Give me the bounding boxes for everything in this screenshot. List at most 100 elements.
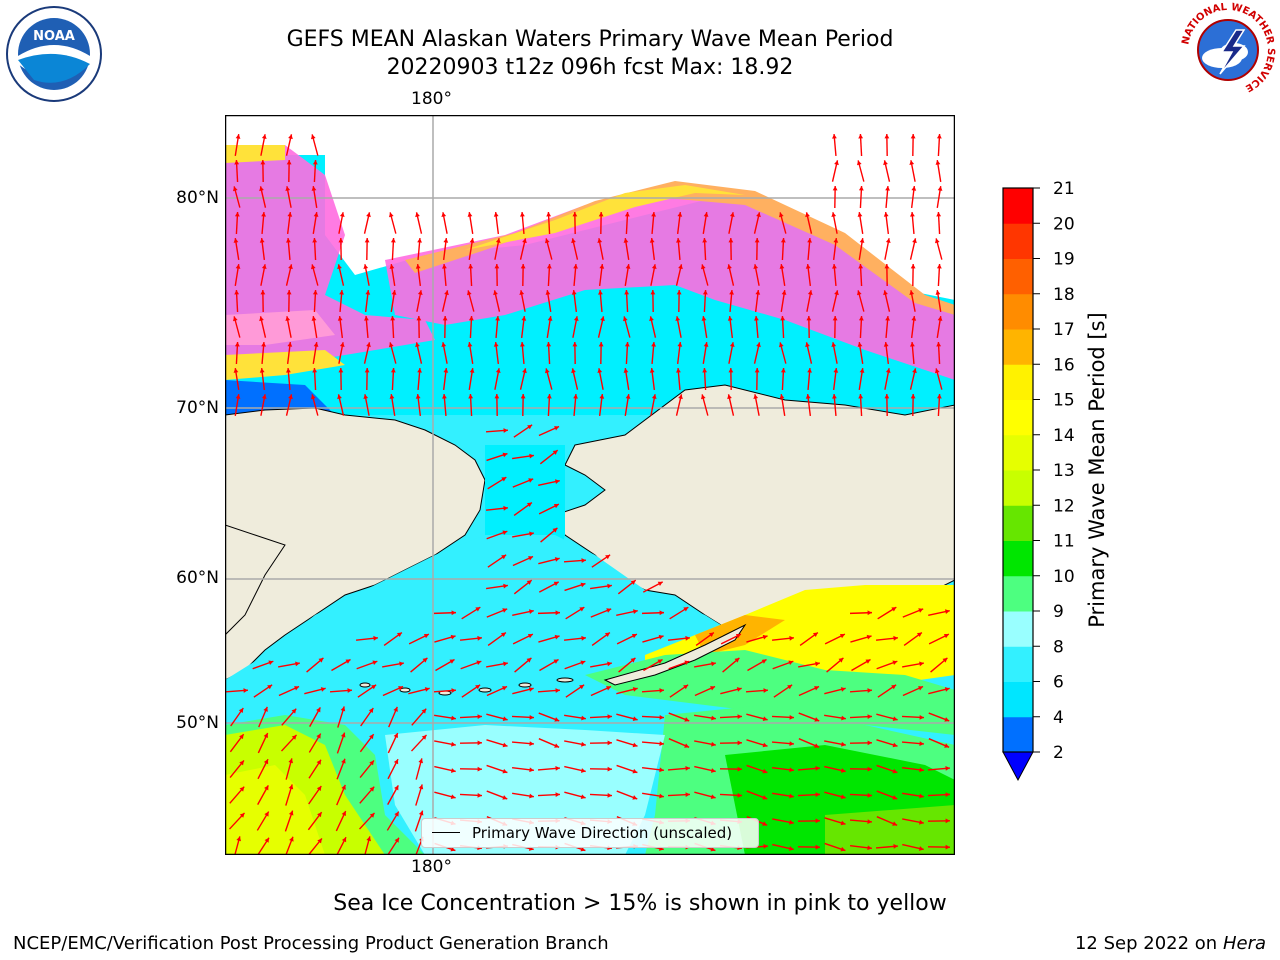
wave-arrow: [339, 289, 344, 313]
wave-arrow: [572, 316, 579, 338]
wave-arrow: [468, 315, 474, 339]
wave-arrow: [520, 315, 527, 339]
wave-arrow: [589, 792, 613, 798]
wave-arrow: [643, 658, 663, 672]
wave-arrow: [228, 812, 246, 830]
wave-arrow: [936, 211, 942, 235]
wave-arrow: [486, 608, 508, 618]
colorbar-tick-label: 9: [1053, 602, 1064, 622]
wave-arrow: [669, 606, 689, 620]
wave-arrow: [589, 766, 613, 772]
wave-arrow: [616, 790, 638, 800]
wave-arrow: [310, 394, 319, 416]
wave-arrow: [441, 290, 449, 312]
wave-arrow: [356, 660, 378, 670]
wave-arrow: [798, 738, 820, 748]
wave-arrow: [234, 394, 241, 416]
colorbar-band: [1003, 681, 1033, 718]
wave-arrow: [858, 263, 864, 287]
wave-arrow: [623, 238, 630, 260]
wave-arrow: [771, 714, 795, 720]
wave-arrow: [278, 661, 300, 668]
wave-arrow: [700, 394, 709, 416]
wave-arrow: [832, 185, 838, 209]
wave-arrow: [257, 758, 269, 780]
wave-arrow: [286, 289, 292, 313]
wave-arrow: [485, 428, 509, 433]
wave-arrow: [306, 657, 324, 673]
wave-arrow: [512, 609, 534, 616]
colorbar-band: [1003, 223, 1033, 259]
wave-arrow: [773, 684, 793, 698]
wave-arrow: [487, 476, 507, 490]
wave-arrow: [565, 684, 585, 698]
wave-arrow: [650, 289, 656, 313]
wave-arrow: [260, 289, 266, 313]
wave-arrow: [910, 315, 917, 339]
wave-arrow: [537, 766, 561, 771]
wave-arrow: [512, 633, 534, 645]
colorbar-tick-label: 18: [1053, 285, 1075, 305]
wave-arrow: [675, 394, 683, 416]
wave-arrow: [909, 290, 916, 312]
wave-arrow: [902, 843, 924, 851]
wave-arrow: [930, 657, 948, 673]
wave-arrow: [676, 289, 682, 313]
wave-arrow: [883, 211, 890, 235]
colorbar-tick-label: 6: [1053, 673, 1064, 693]
wave-arrow: [511, 714, 535, 720]
wave-arrow: [746, 713, 768, 722]
wave-arrow: [909, 368, 917, 390]
land-siberia: [225, 407, 486, 681]
wave-arrow: [797, 844, 821, 850]
wave-arrow: [415, 393, 422, 417]
wave-arrow: [336, 732, 346, 754]
wave-arrow: [745, 688, 769, 693]
colorbar-tick-label: 15: [1053, 391, 1075, 411]
wave-arrow: [722, 657, 740, 673]
wave-arrow: [902, 685, 924, 697]
wave-arrow: [225, 688, 249, 693]
wave-arrow: [338, 367, 344, 391]
wave-arrow: [832, 315, 838, 339]
wave-arrow: [676, 367, 681, 391]
wave-arrow: [910, 263, 916, 287]
wave-arrow: [875, 635, 899, 641]
wave-arrow: [546, 263, 552, 287]
wave-arrow: [387, 785, 399, 805]
wave-arrow: [857, 212, 864, 234]
wave-arrow: [771, 766, 795, 773]
wave-arrow: [285, 758, 294, 780]
wave-arrow: [901, 766, 925, 773]
wave-arrow: [694, 714, 716, 721]
wave-arrow: [386, 811, 400, 831]
wave-arrow: [486, 530, 508, 540]
wave-arrow: [754, 237, 760, 261]
run-date-text: 12 Sep 2022 on: [1074, 933, 1218, 954]
wave-arrow: [468, 368, 475, 390]
wave-arrow: [408, 687, 430, 695]
wave-arrow: [850, 634, 872, 643]
wave-arrow: [780, 237, 786, 261]
wave-arrow: [728, 342, 735, 364]
wave-arrow: [512, 687, 534, 695]
wave-arrow: [857, 342, 864, 364]
wave-arrow: [461, 606, 481, 620]
colorbar-tick-label: 17: [1053, 320, 1075, 340]
wave-arrow: [564, 765, 586, 773]
wave-arrow: [927, 844, 951, 850]
wave-arrow: [390, 367, 396, 391]
wave-arrow: [493, 290, 501, 312]
wave-arrow: [695, 631, 715, 647]
wave-arrow: [831, 160, 839, 182]
wave-arrow: [512, 555, 534, 567]
wave-arrow: [805, 263, 812, 287]
wave-arrow: [641, 610, 665, 616]
colorbar-band: [1003, 540, 1033, 577]
wave-arrow: [308, 785, 322, 805]
wave-arrow: [902, 818, 924, 825]
wave-arrow: [338, 237, 344, 261]
wave-arrow: [519, 290, 526, 312]
wave-arrow: [461, 684, 481, 698]
colorbar-band: [1003, 293, 1033, 330]
